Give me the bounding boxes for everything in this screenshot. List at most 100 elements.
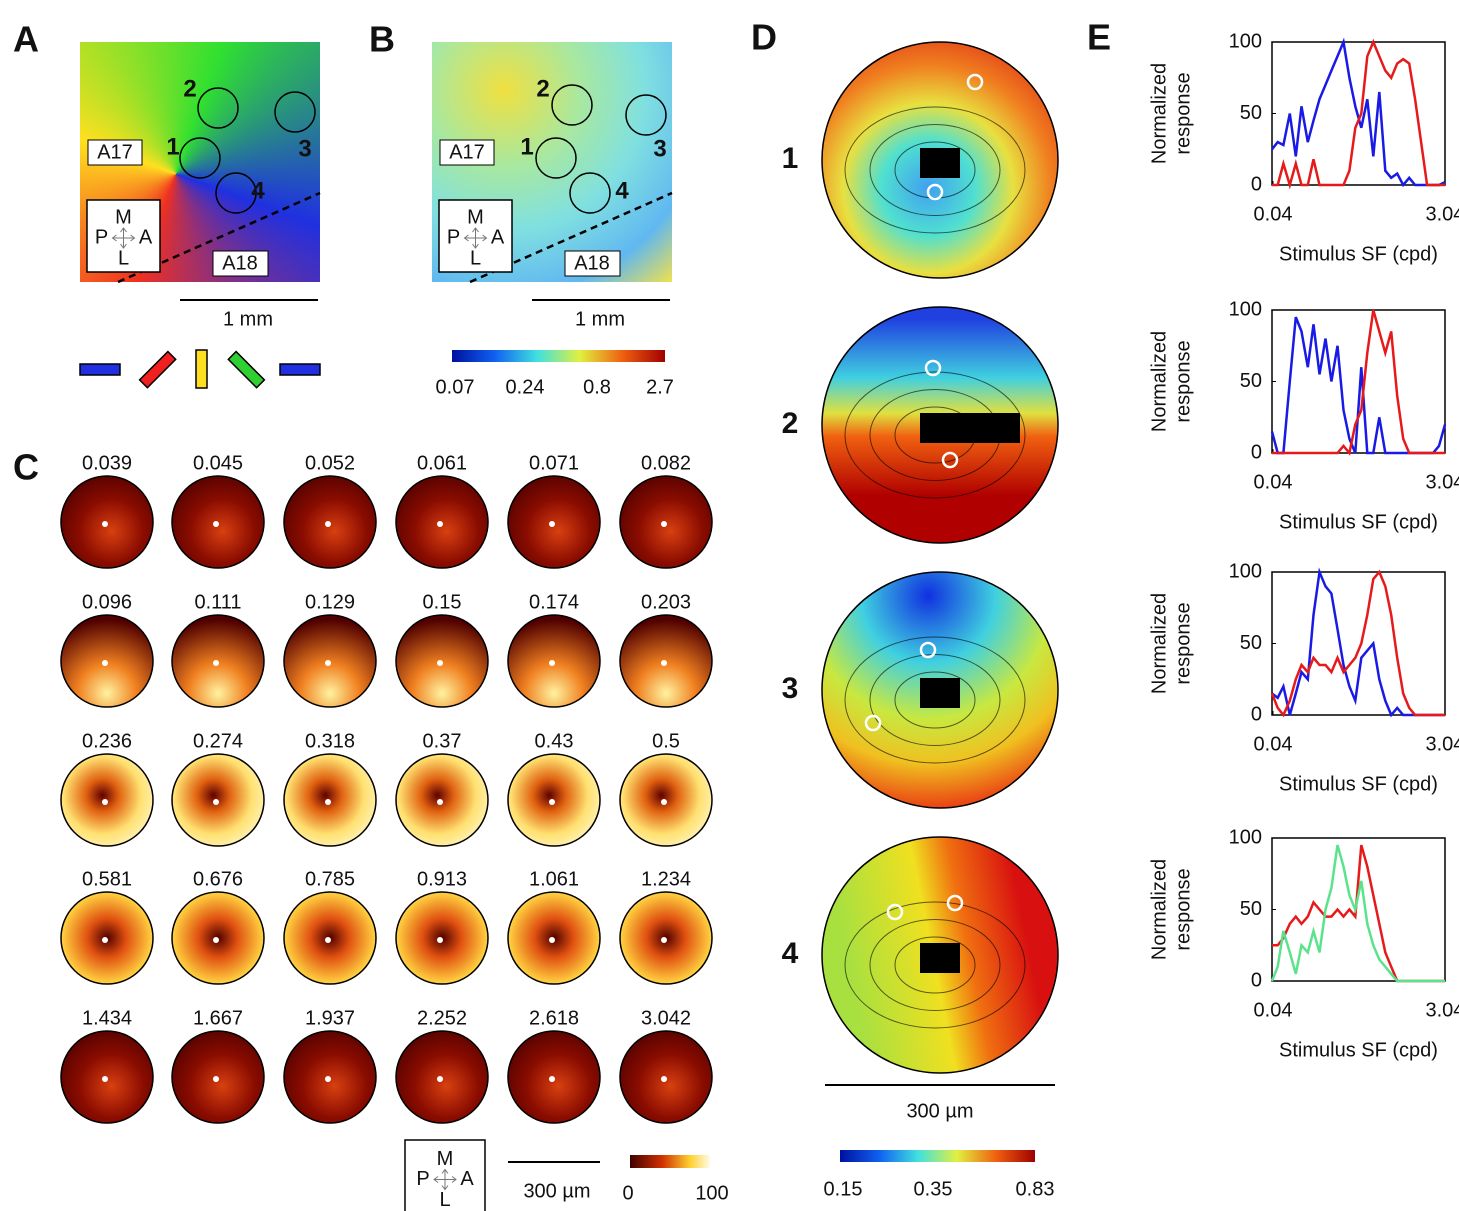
contour [869, 919, 1001, 1011]
site-ring [926, 183, 944, 201]
label: A17 [97, 141, 133, 163]
label: A [13, 19, 39, 60]
label: E [1087, 17, 1111, 58]
y-axis-label: Normalized [1148, 331, 1170, 432]
contour [844, 371, 1026, 499]
x-tick-label: 0.04 [1254, 999, 1293, 1021]
site-ring [864, 714, 882, 732]
label: P [95, 226, 108, 248]
label: D [751, 17, 777, 58]
y-tick-label: 100 [1229, 30, 1262, 52]
area-box [439, 139, 495, 166]
label: 0.83 [1016, 1178, 1055, 1200]
area-box [212, 250, 269, 277]
data-line [1272, 38, 1445, 190]
site-dot [325, 937, 331, 943]
label: 0.24 [506, 376, 545, 398]
label: 0.096 [82, 591, 132, 613]
label: 1.937 [305, 1007, 355, 1029]
colorbar [452, 350, 665, 362]
site-dot [213, 521, 219, 527]
site-dot [213, 937, 219, 943]
site-ring [941, 451, 959, 469]
site-ring [924, 359, 942, 377]
masked-region [920, 943, 960, 973]
site-ring [946, 894, 964, 912]
label: 0.039 [82, 452, 132, 474]
site-ring [919, 641, 937, 659]
label: 2 [536, 75, 549, 102]
data-line [1270, 844, 1445, 983]
x-axis-label: Stimulus SF (cpd) [1279, 773, 1438, 795]
x-axis-label: Stimulus SF (cpd) [1279, 243, 1438, 265]
site-dot [437, 799, 443, 805]
label: L [439, 1189, 450, 1211]
compass-arrows [463, 227, 488, 249]
label: 0.676 [193, 868, 243, 890]
label: 2 [782, 407, 799, 440]
contour [844, 106, 1026, 234]
label: 3.042 [641, 1007, 691, 1029]
label: 3 [782, 672, 799, 705]
label: 0.35 [914, 1178, 953, 1200]
x-tick-label: 0.04 [1254, 471, 1293, 493]
y-axis-label: response [1172, 340, 1194, 422]
label: M [437, 1148, 454, 1170]
site-dot [549, 660, 555, 666]
y-tick-label: 0 [1251, 441, 1262, 463]
x-tick-label: 3.04 [1426, 733, 1459, 755]
y-axis-label: response [1172, 602, 1194, 684]
label: B [369, 19, 395, 60]
data-line [1271, 37, 1446, 188]
label: 0.129 [305, 591, 355, 613]
y-axis-label: response [1172, 868, 1194, 950]
label: 0.111 [194, 591, 241, 613]
contour [869, 124, 1001, 216]
site-dot [325, 799, 331, 805]
site-dot [437, 521, 443, 527]
x-tick-label: 0.04 [1254, 733, 1293, 755]
contour [844, 901, 1026, 1029]
label: M [467, 206, 484, 228]
label: 1 [520, 133, 533, 160]
compass-arrows [433, 1168, 457, 1191]
colorbar [840, 1150, 1035, 1162]
contour [869, 654, 1001, 746]
label: 0.785 [305, 868, 355, 890]
label: 0.236 [82, 730, 132, 752]
label: 0.15 [423, 591, 462, 613]
label: A [460, 1168, 474, 1190]
label: 0.5 [652, 730, 680, 752]
y-tick-label: 100 [1229, 298, 1262, 320]
label: 0 [622, 1182, 633, 1204]
label: A [491, 226, 505, 248]
y-tick-label: 100 [1229, 560, 1262, 582]
site-ring [274, 91, 316, 133]
plot-frame [1271, 309, 1446, 454]
y-tick-label: 50 [1240, 898, 1262, 920]
label: 0.203 [641, 591, 691, 613]
label: P [447, 226, 460, 248]
label: 0.8 [583, 376, 611, 398]
label: A18 [574, 252, 610, 274]
label: 0.43 [535, 730, 574, 752]
site-dot [661, 660, 667, 666]
site-dot [661, 1076, 667, 1082]
label: 1.434 [82, 1007, 132, 1029]
masked-region [920, 413, 1020, 443]
y-tick-label: 50 [1240, 632, 1262, 654]
label: 0.071 [529, 452, 579, 474]
site-dot [102, 799, 108, 805]
y-tick-label: 50 [1240, 370, 1262, 392]
site-ring [966, 73, 984, 91]
site-dot [102, 1076, 108, 1082]
y-axis-label: Normalized [1148, 63, 1170, 164]
label: M [115, 206, 132, 228]
label: 2.252 [417, 1007, 467, 1029]
colorbar [630, 1155, 710, 1168]
area-box [87, 139, 143, 166]
site-ring [215, 172, 257, 214]
x-tick-label: 3.04 [1426, 203, 1459, 225]
label: 0.082 [641, 452, 691, 474]
label: A17 [449, 141, 485, 163]
